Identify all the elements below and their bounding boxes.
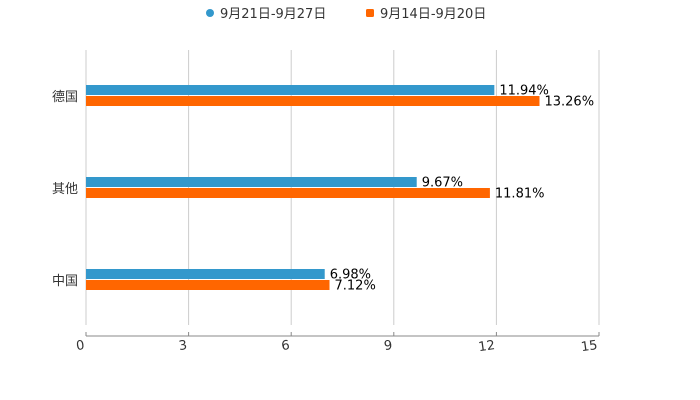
- data-label: 13.26%: [544, 95, 594, 110]
- data-label: 6.98%: [330, 268, 371, 283]
- x-tick-label: 12: [477, 338, 495, 355]
- x-tick-label: 0: [75, 338, 85, 354]
- x-tick-label: 9: [383, 338, 393, 354]
- x-tick-label: 15: [580, 338, 598, 355]
- data-label: 9.67%: [422, 176, 463, 191]
- category-label: 其他: [52, 182, 78, 197]
- data-label: 7.12%: [335, 279, 376, 294]
- legend-marker-circle: [206, 9, 214, 17]
- legend-label: 9月21日-9月27日: [220, 7, 326, 22]
- bar: [86, 280, 330, 290]
- bar: [86, 177, 417, 187]
- category-label: 中国: [52, 274, 78, 289]
- data-label: 11.94%: [499, 84, 549, 99]
- legend-label: 9月14日-9月20日: [380, 7, 486, 22]
- category-label: 德国: [52, 90, 78, 105]
- bar: [86, 188, 490, 198]
- x-tick-label: 6: [280, 338, 290, 354]
- data-label: 11.81%: [495, 187, 545, 202]
- bar: [86, 85, 495, 95]
- legend-marker-square: [366, 9, 374, 17]
- x-tick-label: 3: [178, 338, 188, 354]
- bar: [86, 96, 540, 106]
- bar: [86, 269, 325, 279]
